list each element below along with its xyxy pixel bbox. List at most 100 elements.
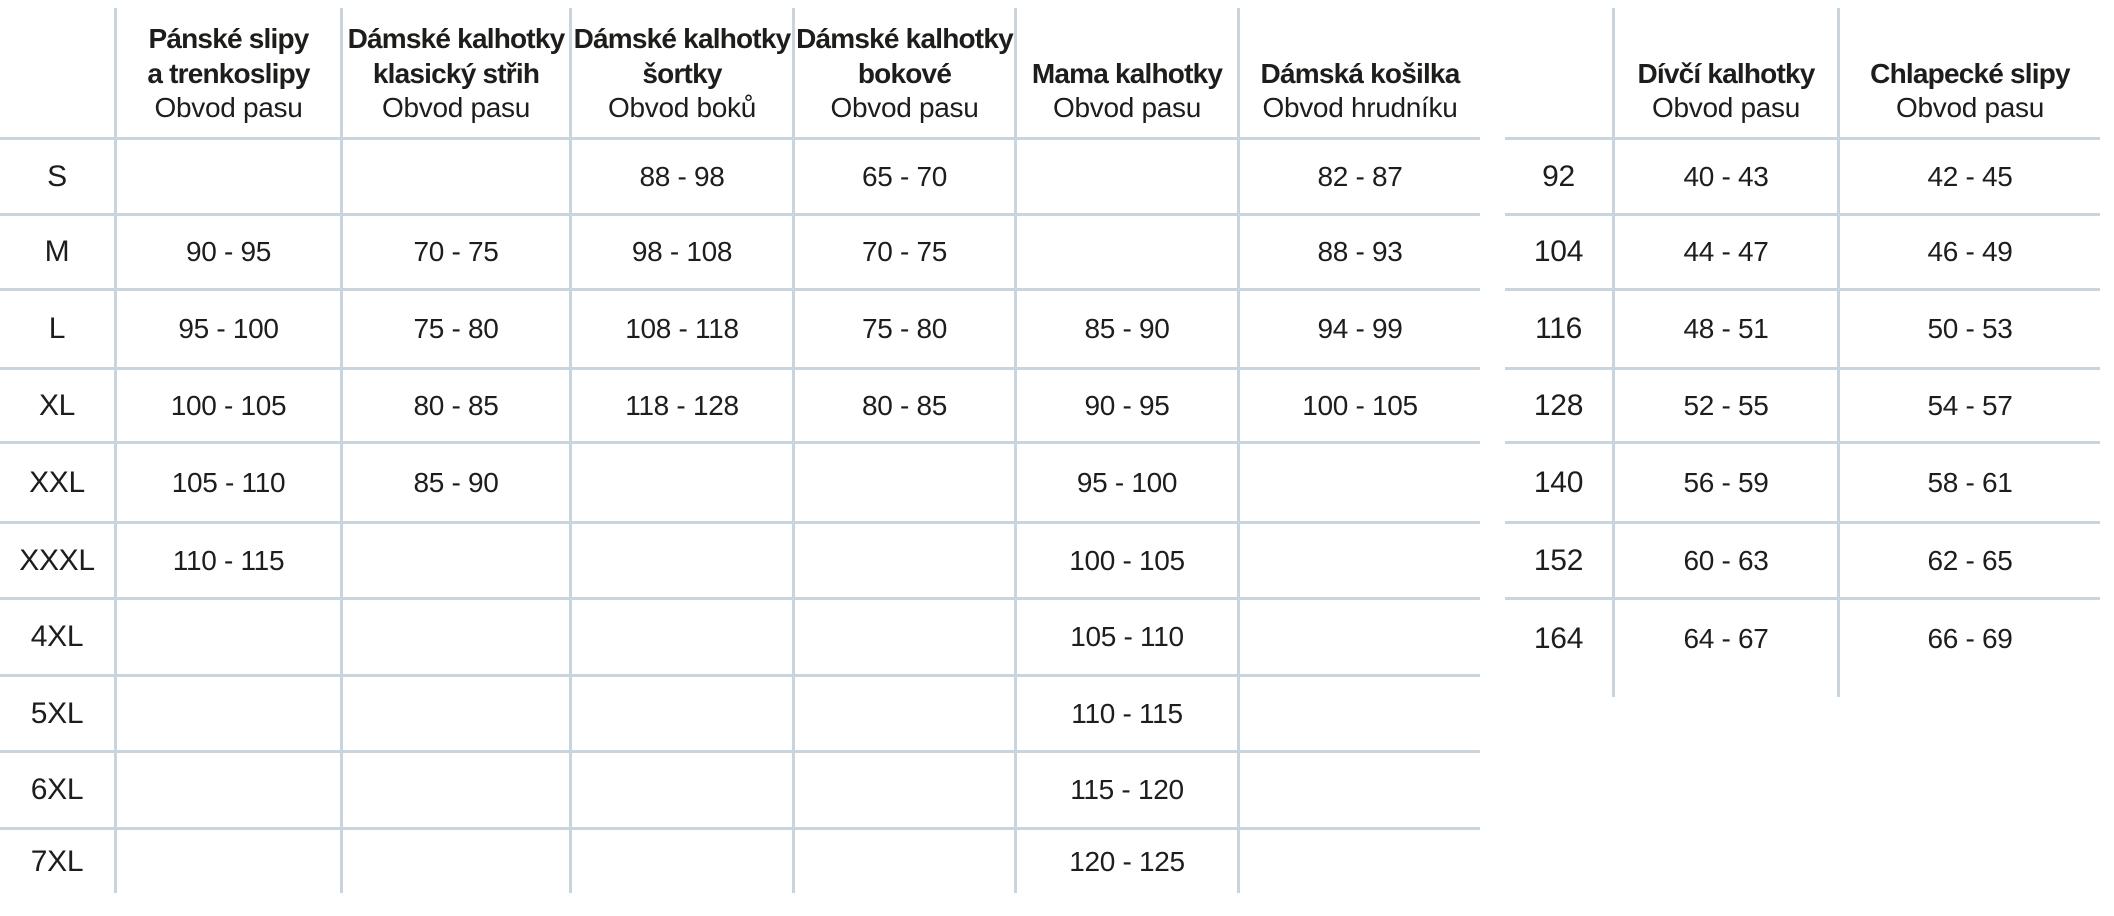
value-cell bbox=[1017, 216, 1240, 291]
column-header: Dámská košilka Obvod hrudníku bbox=[1240, 8, 1480, 140]
value-cell bbox=[572, 677, 795, 753]
value-cell bbox=[117, 600, 343, 677]
value-cell: 110 - 115 bbox=[117, 524, 343, 600]
value-cell: 44 - 47 bbox=[1615, 216, 1840, 291]
value-cell bbox=[117, 140, 343, 216]
column-title-line: Chlapecké slipy bbox=[1870, 58, 2070, 89]
size-cell: XXL bbox=[0, 444, 117, 524]
column-subtitle: Obvod hrudníku bbox=[1262, 92, 1458, 123]
value-cell: 120 - 125 bbox=[1017, 830, 1240, 893]
value-cell bbox=[795, 677, 1017, 753]
column-title-line: bokové bbox=[857, 58, 952, 89]
size-cell: L bbox=[0, 291, 117, 370]
size-cell: 6XL bbox=[0, 753, 117, 830]
value-cell: 40 - 43 bbox=[1615, 140, 1840, 216]
column-title-line: Dívčí kalhotky bbox=[1637, 58, 1815, 89]
value-cell bbox=[1240, 753, 1480, 830]
value-cell bbox=[572, 753, 795, 830]
size-cell: 5XL bbox=[0, 677, 117, 753]
size-cell: M bbox=[0, 216, 117, 291]
column-subtitle: Obvod pasu bbox=[382, 92, 530, 123]
value-cell bbox=[572, 830, 795, 893]
value-cell bbox=[795, 524, 1017, 600]
value-cell: 58 - 61 bbox=[1840, 444, 2100, 524]
size-cell: S bbox=[0, 140, 117, 216]
value-cell bbox=[572, 444, 795, 524]
column-subtitle: Obvod pasu bbox=[154, 92, 303, 123]
value-cell: 105 - 110 bbox=[1017, 600, 1240, 677]
size-column-header bbox=[0, 8, 117, 140]
value-cell bbox=[343, 677, 572, 753]
size-cell: 116 bbox=[1505, 291, 1615, 370]
value-cell bbox=[117, 677, 343, 753]
value-cell: 80 - 85 bbox=[343, 370, 572, 444]
value-cell bbox=[343, 524, 572, 600]
value-cell: 100 - 105 bbox=[117, 370, 343, 444]
value-cell: 88 - 98 bbox=[572, 140, 795, 216]
value-cell: 95 - 100 bbox=[117, 291, 343, 370]
size-cell: 104 bbox=[1505, 216, 1615, 291]
column-title-line: klasický střih bbox=[372, 58, 540, 89]
value-cell bbox=[117, 753, 343, 830]
column-header: Chlapecké slipy Obvod pasu bbox=[1840, 8, 2100, 140]
value-cell bbox=[572, 600, 795, 677]
value-cell bbox=[1240, 600, 1480, 677]
column-header: Dámské kalhotky šortky Obvod boků bbox=[572, 8, 795, 140]
column-header: Dámské kalhotky klasický střih Obvod pasu bbox=[343, 8, 572, 140]
value-cell: 98 - 108 bbox=[572, 216, 795, 291]
value-cell: 56 - 59 bbox=[1615, 444, 1840, 524]
value-cell bbox=[795, 753, 1017, 830]
column-title-line: Dámské kalhotky bbox=[573, 23, 792, 54]
value-cell bbox=[343, 600, 572, 677]
column-header: Mama kalhotky Obvod pasu bbox=[1017, 8, 1240, 140]
divider-stub bbox=[1840, 677, 2100, 697]
value-cell: 105 - 110 bbox=[117, 444, 343, 524]
value-cell: 115 - 120 bbox=[1017, 753, 1240, 830]
value-cell bbox=[572, 524, 795, 600]
value-cell: 90 - 95 bbox=[1017, 370, 1240, 444]
column-title-line: Dámská košilka bbox=[1260, 58, 1461, 89]
value-cell: 66 - 69 bbox=[1927, 622, 2013, 654]
column-title-line: Dámské kalhotky bbox=[796, 23, 1014, 54]
value-cell: 48 - 51 bbox=[1615, 291, 1840, 370]
size-cell: 164 bbox=[1505, 600, 1615, 677]
value-cell bbox=[1017, 140, 1240, 216]
value-cell bbox=[343, 140, 572, 216]
value-cell: 100 - 105 bbox=[1017, 524, 1240, 600]
value-cell bbox=[1240, 444, 1480, 524]
size-cell: 92 bbox=[1505, 140, 1615, 216]
column-subtitle: Obvod pasu bbox=[1896, 92, 2044, 123]
kids-size-table: Dívčí kalhotky Obvod pasu Chlapecké slipy O… bbox=[1505, 8, 2100, 697]
value-cell: 46 - 49 bbox=[1840, 216, 2100, 291]
value-cell: 88 - 93 bbox=[1240, 216, 1480, 291]
value-cell bbox=[343, 753, 572, 830]
value-cell: 60 - 63 bbox=[1615, 524, 1840, 600]
value-cell bbox=[1240, 524, 1480, 600]
value-cell bbox=[795, 600, 1017, 677]
value-cell: 42 - 45 bbox=[1840, 140, 2100, 216]
value-cell: 85 - 90 bbox=[1017, 291, 1240, 370]
value-cell: 82 - 87 bbox=[1240, 140, 1480, 216]
value-cell: 94 - 99 bbox=[1240, 291, 1480, 370]
column-header: Pánské slipy a trenkoslipy Obvod pasu bbox=[117, 8, 343, 140]
value-cell: 118 - 128 bbox=[572, 370, 795, 444]
value-cell: 80 - 85 bbox=[795, 370, 1017, 444]
value-cell: 75 - 80 bbox=[795, 291, 1017, 370]
value-cell: 85 - 90 bbox=[343, 444, 572, 524]
value-cell bbox=[795, 444, 1017, 524]
value-cell bbox=[117, 830, 343, 893]
column-subtitle: Obvod boků bbox=[608, 92, 756, 123]
value-cell: 70 - 75 bbox=[343, 216, 572, 291]
column-subtitle: Obvod pasu bbox=[830, 92, 979, 123]
adult-size-table: Pánské slipy a trenkoslipy Obvod pasu Dámsk… bbox=[0, 8, 1480, 893]
column-subtitle: Obvod pasu bbox=[1053, 92, 1201, 123]
value-cell: 50 - 53 bbox=[1840, 291, 2100, 370]
value-cell bbox=[795, 830, 1017, 893]
value-cell: 70 - 75 bbox=[795, 216, 1017, 291]
value-cell: 100 - 105 bbox=[1240, 370, 1480, 444]
size-cell: 128 bbox=[1505, 370, 1615, 444]
divider-stub bbox=[1615, 677, 1840, 697]
column-title-line: Mama kalhotky bbox=[1031, 58, 1223, 89]
value-cell: 108 - 118 bbox=[572, 291, 795, 370]
size-cell: 4XL bbox=[0, 600, 117, 677]
